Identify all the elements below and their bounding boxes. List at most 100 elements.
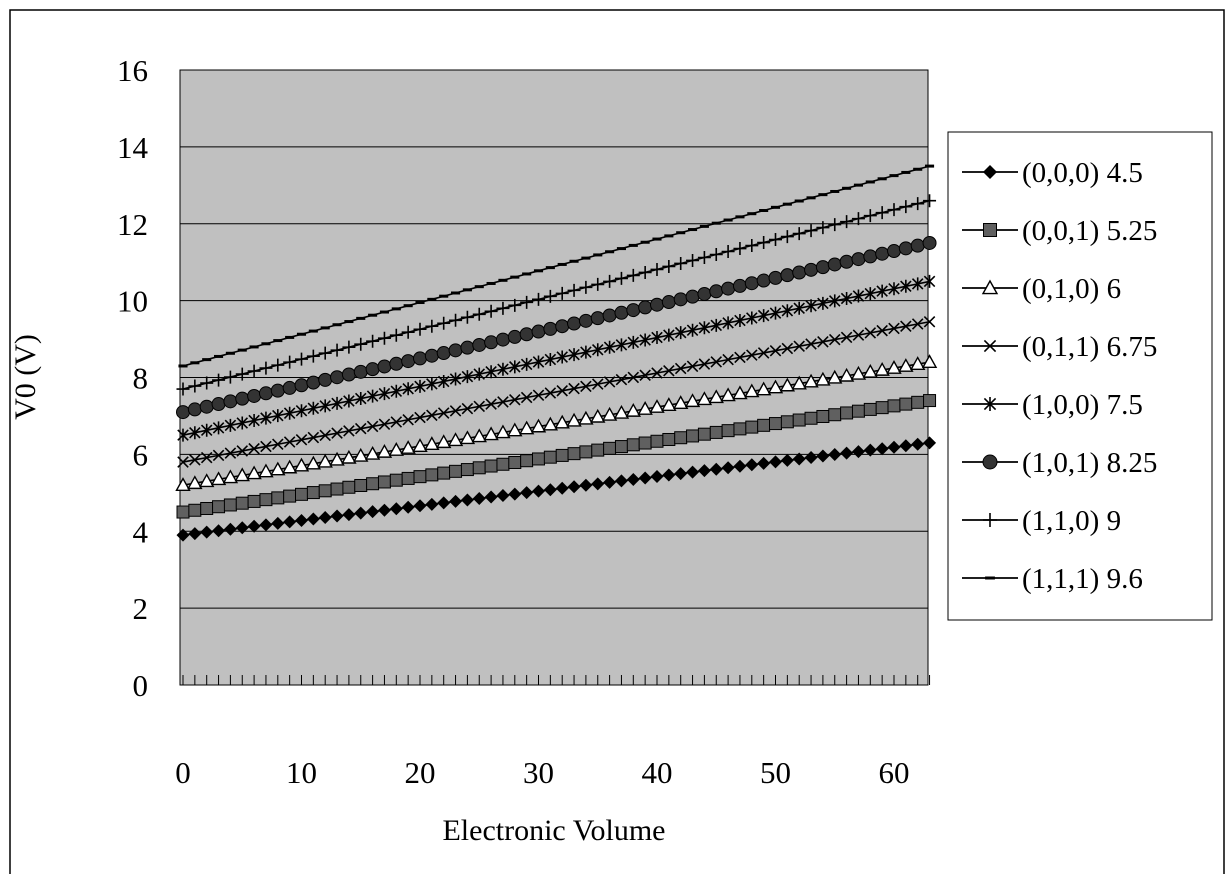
marker-star xyxy=(852,289,865,303)
marker-x xyxy=(260,440,272,453)
marker-circle xyxy=(827,257,842,272)
marker-diamond xyxy=(508,487,522,501)
marker-square xyxy=(911,395,925,409)
marker-square xyxy=(235,496,249,510)
marker-star xyxy=(757,309,770,323)
legend-label: (0,1,0) 6 xyxy=(1022,273,1121,305)
marker-diamond xyxy=(247,519,261,533)
marker-x xyxy=(828,333,841,346)
marker-x xyxy=(272,438,284,451)
marker-square xyxy=(899,397,913,411)
marker-triangle xyxy=(850,365,867,380)
marker-x xyxy=(923,316,936,328)
marker-triangle xyxy=(732,385,748,400)
marker-diamond xyxy=(792,452,806,466)
marker-triangle xyxy=(495,424,511,439)
marker-square xyxy=(176,505,190,519)
marker-circle xyxy=(567,316,582,331)
marker-x xyxy=(414,411,426,424)
marker-diamond xyxy=(923,436,937,450)
marker-square xyxy=(804,411,818,425)
marker-triangle xyxy=(673,395,689,410)
marker-triangle xyxy=(684,393,701,408)
marker-triangle xyxy=(210,471,227,486)
marker-square xyxy=(816,409,830,423)
marker-star xyxy=(331,396,343,410)
marker-star xyxy=(366,389,379,403)
marker-triangle xyxy=(258,463,274,478)
marker-x xyxy=(852,329,865,341)
marker-diamond xyxy=(176,528,190,542)
marker-triangle xyxy=(353,447,369,462)
marker-circle xyxy=(448,343,463,358)
series-line xyxy=(182,442,930,536)
series-line xyxy=(182,361,930,486)
marker-star xyxy=(426,377,438,391)
legend-label: (1,1,0) 9 xyxy=(1022,505,1121,537)
marker-diamond xyxy=(686,465,700,479)
marker-square xyxy=(449,464,463,478)
series-0 xyxy=(176,436,937,542)
marker-triangle xyxy=(459,430,476,445)
series-line xyxy=(182,165,930,367)
marker-x xyxy=(793,340,805,353)
marker-square xyxy=(437,466,451,480)
marker-x xyxy=(805,338,817,350)
marker-plus xyxy=(567,283,581,297)
x-tick-label: 0 xyxy=(175,755,191,790)
marker-triangle xyxy=(507,422,523,437)
marker-star xyxy=(591,343,604,357)
marker-plus xyxy=(295,352,308,366)
marker-star xyxy=(236,416,249,430)
marker-plus xyxy=(306,349,320,363)
marker-diamond xyxy=(816,449,830,463)
marker-triangle xyxy=(234,467,250,482)
marker-triangle xyxy=(921,354,938,369)
marker-star xyxy=(686,323,699,337)
marker-square xyxy=(520,454,534,468)
marker-circle xyxy=(424,348,439,363)
marker-x xyxy=(189,454,201,466)
marker-triangle xyxy=(566,412,582,427)
legend-item: (0,1,0) 6 xyxy=(962,273,1121,305)
marker-star xyxy=(200,423,213,437)
marker-x xyxy=(674,362,687,375)
marker-diamond xyxy=(757,456,771,470)
marker-triangle xyxy=(447,432,464,447)
marker-star xyxy=(283,406,296,420)
marker-diamond xyxy=(983,165,997,179)
marker-square xyxy=(674,431,688,445)
marker-diamond xyxy=(567,480,581,494)
marker-diamond xyxy=(840,446,854,460)
marker-square xyxy=(591,443,605,457)
marker-square xyxy=(425,468,439,482)
marker-circle xyxy=(922,235,937,250)
marker-star xyxy=(923,274,936,288)
marker-triangle xyxy=(281,459,298,474)
marker-triangle xyxy=(293,457,310,472)
marker-diamond xyxy=(484,490,498,504)
marker-circle xyxy=(555,319,570,334)
y-tick-label: 2 xyxy=(133,591,149,626)
marker-triangle xyxy=(874,361,890,376)
marker-square xyxy=(555,448,569,462)
legend-label: (0,1,1) 6.75 xyxy=(1022,331,1157,363)
marker-star xyxy=(663,328,675,342)
marker-x xyxy=(615,373,628,386)
chart-border xyxy=(9,9,1225,874)
marker-x xyxy=(509,393,521,406)
series-7 xyxy=(178,164,935,368)
marker-circle xyxy=(401,354,416,369)
marker-x xyxy=(343,425,355,437)
marker-diamond xyxy=(603,475,617,489)
marker-diamond xyxy=(555,481,569,495)
marker-diamond xyxy=(223,522,237,536)
marker-diamond xyxy=(200,525,214,539)
marker-circle xyxy=(744,276,759,291)
marker-star xyxy=(627,335,640,349)
marker-star xyxy=(793,301,805,315)
marker-star xyxy=(520,357,533,371)
marker-triangle xyxy=(815,371,831,386)
marker-star xyxy=(497,362,509,376)
marker-diamond xyxy=(306,512,320,526)
